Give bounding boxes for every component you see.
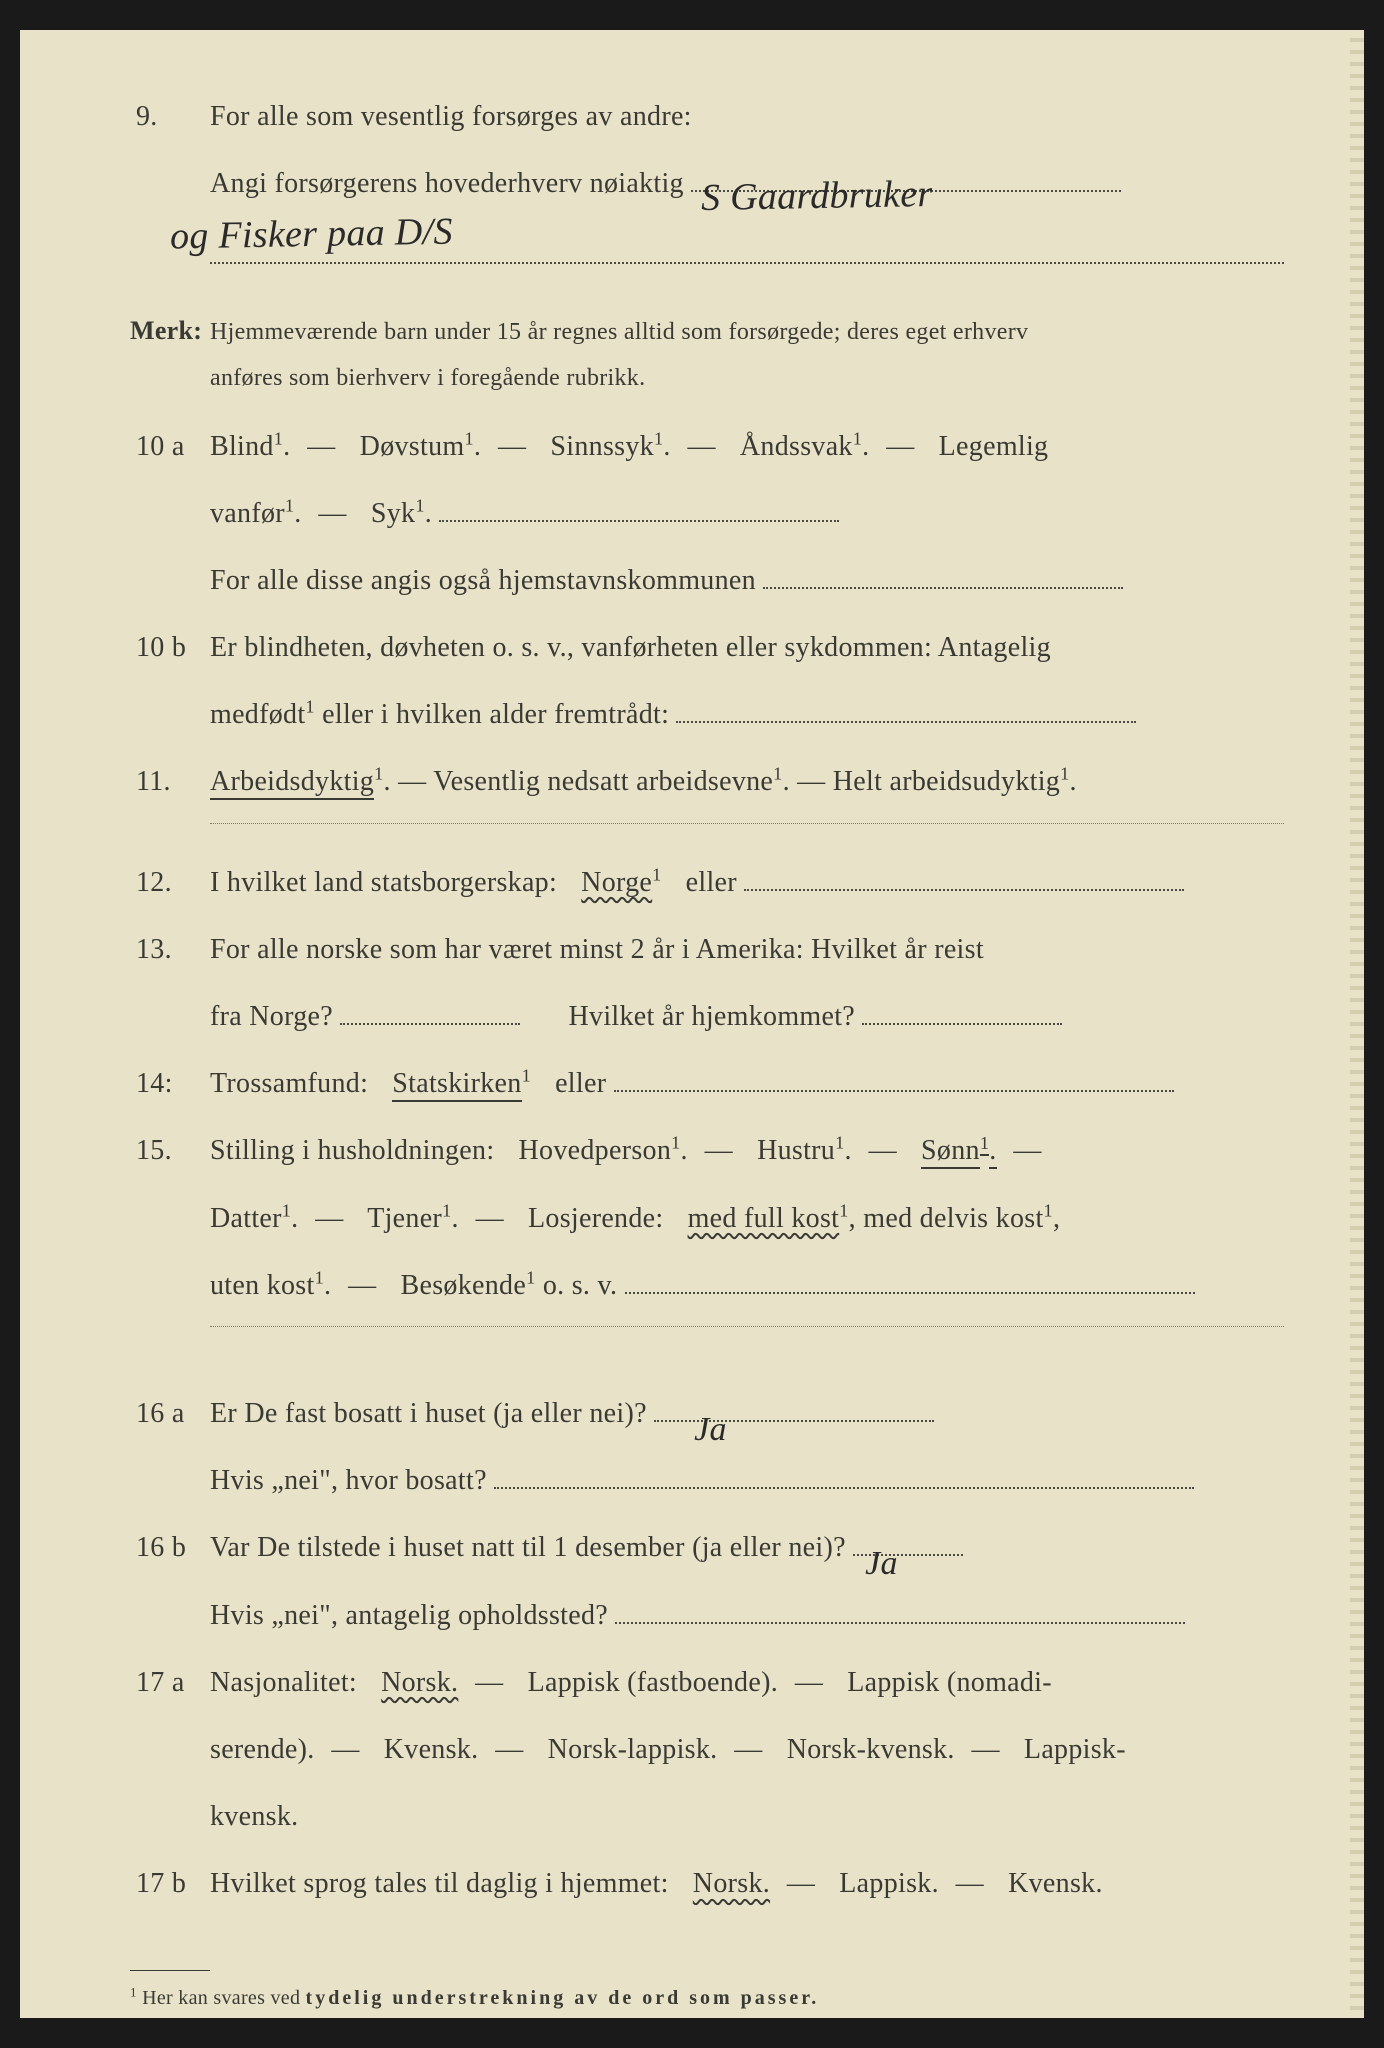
q13-row2: fra Norge? Hvilket år hjemkommet? xyxy=(210,990,1284,1043)
q10b-row1: 10 b Er blindheten, døvheten o. s. v., v… xyxy=(130,621,1284,674)
q10a-row3: For alle disse angis også hjemstavnskomm… xyxy=(210,554,1284,607)
footnote-marker: 1 xyxy=(130,1985,137,2000)
q10a-row1: 10 a Blind1.— Døvstum1.— Sinnssyk1.— Ånd… xyxy=(130,420,1284,473)
q14-content: Trossamfund: Statskirken1 eller xyxy=(210,1057,1284,1110)
q15-row3: uten kost1.— Besøkende1 o. s. v. xyxy=(210,1259,1284,1312)
q16b-row: 16 b Var De tilstede i huset natt til 1 … xyxy=(130,1521,1284,1574)
q17a-row2: serende).— Kvensk.— Norsk-lappisk.— Nors… xyxy=(210,1723,1284,1776)
q14-row: 14: Trossamfund: Statskirken1 eller xyxy=(130,1057,1284,1110)
q9-line1: 9. For alle som vesentlig forsørges av a… xyxy=(130,90,1284,143)
q14-number: 14: xyxy=(130,1057,210,1110)
q9-text1: For alle som vesentlig forsørges av andr… xyxy=(210,90,1284,143)
q15-number: 15. xyxy=(130,1124,210,1177)
q10b-text1: Er blindheten, døvheten o. s. v., vanfør… xyxy=(210,621,1284,674)
q10a-number: 10 a xyxy=(130,420,210,473)
q17a-row3: kvensk. xyxy=(210,1790,1284,1843)
q11-number: 11. xyxy=(130,755,210,808)
q16a-row: 16 a Er De fast bosatt i huset (ja eller… xyxy=(130,1387,1284,1440)
footnote-text-a: Her kan svares ved xyxy=(142,1987,305,2009)
q16a-sub: Hvis „nei", hvor bosatt? xyxy=(210,1454,1284,1507)
q17a-row1: 17 a Nasjonalitet: Norsk.— Lappisk (fast… xyxy=(130,1656,1284,1709)
q16b-content: Var De tilstede i huset natt til 1 desem… xyxy=(210,1521,1284,1574)
q17b-content: Hvilket sprog tales til daglig i hjemmet… xyxy=(210,1857,1284,1910)
q9-handwriting-1: S Gaardbruker xyxy=(701,158,934,234)
q9-handwriting-2: og Fisker paa D/S xyxy=(169,196,453,273)
q16b-number: 16 b xyxy=(130,1521,210,1574)
q16a-answer: Ja xyxy=(694,1398,727,1463)
q10a-content: Blind1.— Døvstum1.— Sinnssyk1.— Åndssvak… xyxy=(210,420,1284,473)
merk-text1: Hjemmeværende barn under 15 år regnes al… xyxy=(210,313,1284,351)
q11-content: Arbeidsdyktig1. — Vesentlig nedsatt arbe… xyxy=(210,755,1284,808)
q16b-answer: Ja xyxy=(865,1532,898,1597)
q15-content1: Stilling i husholdningen: Hovedperson1.—… xyxy=(210,1124,1284,1177)
q9-text2: Angi forsørgerens hovederhverv nøiaktig xyxy=(210,168,684,199)
q16b-sub: Hvis „nei", antagelig opholdssted? xyxy=(210,1589,1284,1642)
q10b-number: 10 b xyxy=(130,621,210,674)
q17a-content1: Nasjonalitet: Norsk.— Lappisk (fastboend… xyxy=(210,1656,1284,1709)
footnote: 1 Her kan svares ved tydelig understrekn… xyxy=(130,1960,1284,2017)
q17b-number: 17 b xyxy=(130,1857,210,1910)
q17a-number: 17 a xyxy=(130,1656,210,1709)
q12-row: 12. I hvilket land statsborgerskap: Norg… xyxy=(130,856,1284,909)
merk-row: Merk: Hjemmeværende barn under 15 år reg… xyxy=(130,306,1284,355)
q12-number: 12. xyxy=(130,856,210,909)
q16a-content: Er De fast bosatt i huset (ja eller nei)… xyxy=(210,1387,1284,1440)
q12-content: I hvilket land statsborgerskap: Norge1 e… xyxy=(210,856,1284,909)
q10a-row2: vanfør1.— Syk1. xyxy=(210,487,1284,540)
q9-number: 9. xyxy=(130,90,210,143)
merk-label: Merk: xyxy=(130,306,210,355)
q13-number: 13. xyxy=(130,923,210,976)
q10b-row2: medfødt1 eller i hvilken alder fremtrådt… xyxy=(210,688,1284,741)
q13-row1: 13. For alle norske som har været minst … xyxy=(130,923,1284,976)
merk-text2: anføres som bierhverv i foregående rubri… xyxy=(210,359,1284,397)
footnote-text-b: tydelig understrekning av de ord som pas… xyxy=(306,1987,820,2009)
q17b-row: 17 b Hvilket sprog tales til daglig i hj… xyxy=(130,1857,1284,1910)
q11-row: 11. Arbeidsdyktig1. — Vesentlig nedsatt … xyxy=(130,755,1284,808)
q15-row2: Datter1.— Tjener1.— Losjerende: med full… xyxy=(210,1192,1284,1245)
census-form-page: 9. For alle som vesentlig forsørges av a… xyxy=(20,30,1364,2018)
q16a-number: 16 a xyxy=(130,1387,210,1440)
q13-text1: For alle norske som har været minst 2 år… xyxy=(210,923,1284,976)
q15-row1: 15. Stilling i husholdningen: Hovedperso… xyxy=(130,1124,1284,1177)
